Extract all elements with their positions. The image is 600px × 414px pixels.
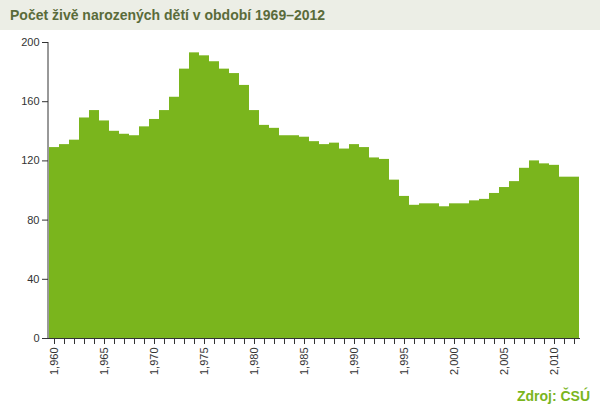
svg-text:1,960: 1,960 [48, 348, 60, 376]
svg-text:2,010: 2,010 [548, 348, 560, 376]
html-text:Počet živě narozených dětí v o: Počet živě narozených dětí v období 1969… [10, 7, 326, 23]
svg-text:160: 160 [21, 95, 39, 107]
svg-text:40: 40 [27, 273, 39, 285]
svg-text:0: 0 [33, 332, 39, 344]
svg-text:2,005: 2,005 [498, 348, 510, 376]
svg-text:1,980: 1,980 [248, 348, 260, 376]
svg-text:120: 120 [21, 154, 39, 166]
html-text:Zdroj: ČSÚ: Zdroj: ČSÚ [516, 388, 590, 404]
svg-text:1,975: 1,975 [198, 348, 210, 376]
svg-text:1,995: 1,995 [398, 348, 410, 376]
svg-text:1,965: 1,965 [98, 348, 110, 376]
svg-text:200: 200 [21, 36, 39, 48]
svg-text:1,970: 1,970 [148, 348, 160, 376]
svg-text:2,000: 2,000 [448, 348, 460, 376]
svg-text:1,985: 1,985 [298, 348, 310, 376]
svg-text:1,990: 1,990 [348, 348, 360, 376]
svg-text:80: 80 [27, 214, 39, 226]
